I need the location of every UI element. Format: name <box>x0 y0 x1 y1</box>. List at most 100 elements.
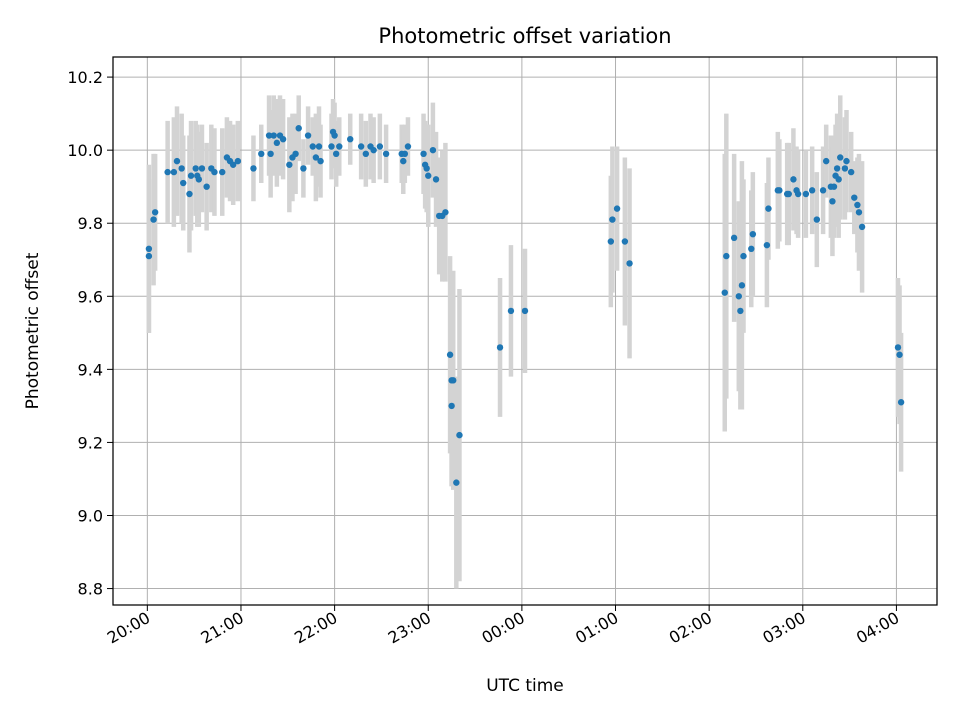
data-point <box>737 307 744 315</box>
data-point <box>456 431 463 439</box>
data-point <box>429 146 437 154</box>
y-tick-label: 9.4 <box>78 360 103 379</box>
data-point <box>234 157 242 165</box>
data-point <box>738 282 746 289</box>
data-point <box>229 161 237 168</box>
data-point <box>790 176 797 183</box>
data-point <box>855 209 863 216</box>
data-point <box>382 150 390 158</box>
data-point <box>258 150 265 158</box>
data-point <box>802 190 810 198</box>
data-point <box>763 241 771 249</box>
data-point <box>300 165 307 172</box>
data-point <box>404 143 412 150</box>
data-point <box>749 230 757 238</box>
data-point <box>331 132 338 139</box>
data-point <box>808 187 816 194</box>
data-point <box>211 168 218 176</box>
data-point <box>315 143 323 150</box>
data-point <box>897 399 905 406</box>
y-tick-label: 10.0 <box>67 141 103 160</box>
data-point <box>279 136 287 143</box>
data-point <box>894 344 902 351</box>
data-point <box>309 143 316 150</box>
y-tick-label: 9.8 <box>78 214 103 233</box>
data-point <box>858 223 866 231</box>
data-point <box>851 194 858 201</box>
data-point <box>192 165 199 172</box>
chart-title: Photometric offset variation <box>378 24 671 48</box>
data-point <box>854 201 861 209</box>
data-point <box>151 209 159 216</box>
data-point <box>186 190 193 198</box>
data-point <box>765 205 772 212</box>
y-tick-label: 10.2 <box>67 68 103 87</box>
data-point <box>219 168 226 176</box>
data-point <box>286 161 293 168</box>
data-point <box>198 165 206 172</box>
data-point <box>180 179 187 187</box>
data-point <box>347 136 354 143</box>
y-tick-label: 8.8 <box>78 580 103 599</box>
data-point <box>829 198 836 205</box>
data-point <box>776 187 783 194</box>
data-point <box>748 245 755 252</box>
data-point <box>267 150 274 158</box>
y-axis-label: Photometric offset <box>23 252 43 409</box>
data-point <box>178 165 185 172</box>
data-point <box>785 190 792 198</box>
data-point <box>621 238 629 245</box>
data-point <box>270 132 277 139</box>
y-tick-label: 9.2 <box>78 433 103 452</box>
data-point <box>442 209 449 216</box>
data-point <box>723 252 730 260</box>
data-point <box>150 216 157 223</box>
data-point <box>304 132 312 139</box>
data-point <box>609 216 616 223</box>
data-point <box>819 187 827 194</box>
data-point <box>626 260 633 267</box>
data-point <box>813 216 821 223</box>
data-point <box>496 344 504 351</box>
data-point <box>317 157 324 165</box>
data-point <box>401 150 409 158</box>
data-point <box>735 293 743 300</box>
data-point <box>336 143 343 150</box>
data-point <box>613 205 621 212</box>
data-point <box>273 139 281 147</box>
data-point <box>432 176 440 183</box>
data-points <box>145 125 905 486</box>
data-point <box>521 307 529 315</box>
data-point <box>450 377 457 384</box>
data-point <box>265 132 273 139</box>
y-axis-ticks: 8.8 9.0 9.2 9.4 9.6 9.8 10.0 10.2 <box>67 68 113 599</box>
data-point <box>328 143 335 150</box>
data-point <box>400 157 407 165</box>
data-point <box>145 245 153 252</box>
data-point <box>295 125 302 132</box>
data-point <box>607 238 615 245</box>
data-point <box>794 190 802 198</box>
data-point <box>453 479 460 486</box>
data-point <box>896 351 903 358</box>
data-point <box>292 150 299 158</box>
data-point <box>250 165 257 172</box>
data-point <box>173 157 181 165</box>
data-point <box>145 252 153 260</box>
data-point <box>833 165 841 172</box>
data-point <box>843 157 850 165</box>
data-point <box>203 183 210 190</box>
data-point <box>730 234 738 242</box>
data-point <box>420 150 427 158</box>
data-point <box>837 154 844 161</box>
data-point <box>170 168 178 176</box>
data-point <box>425 172 432 179</box>
data-point <box>835 176 842 183</box>
data-point <box>847 168 855 176</box>
data-point <box>370 146 377 154</box>
data-point <box>376 143 384 150</box>
data-point <box>830 183 838 190</box>
data-point <box>507 307 515 315</box>
